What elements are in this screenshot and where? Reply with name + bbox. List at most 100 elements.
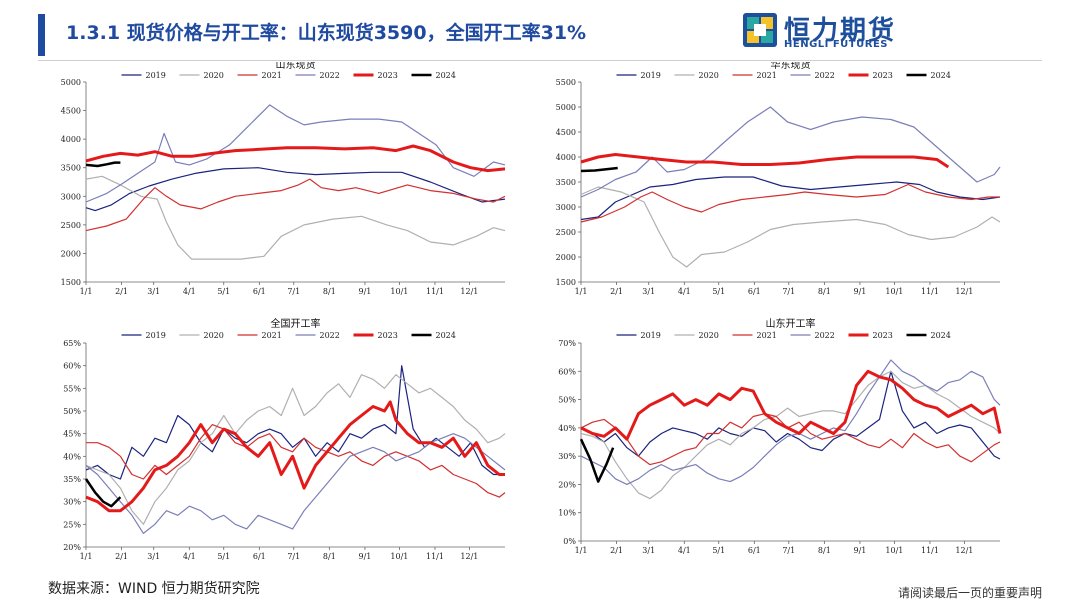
series-line-2019: [85, 167, 506, 212]
x-tick-label: 2/1: [610, 546, 623, 555]
x-tick-label: 3/1: [642, 287, 655, 296]
header-accent-bar: [38, 14, 45, 56]
x-tick-label: 11/1: [426, 552, 444, 561]
page-title: 1.3.1 现货价格与开工率：山东现货3590，全国开工率31%: [66, 22, 587, 44]
legend-label-2023: 2023: [873, 331, 893, 340]
series-line-2019: [580, 370, 1001, 460]
shandong-rate-chart-svg: 山东开工率 2019 2020 2021 2022 2023 2024 0% 10% 20% 30%…: [558, 317, 1002, 555]
legend-label-2024: 2024: [436, 331, 456, 340]
x-tick-label: 5/1: [217, 287, 230, 296]
legend-label-2023: 2023: [378, 331, 398, 340]
y-tick-label: 4500: [556, 128, 576, 137]
y-tick-label: 60%: [63, 362, 81, 371]
y-tick-label: 2000: [61, 249, 81, 258]
x-tick-label: 4/1: [183, 287, 196, 296]
x-tick-label: 10/1: [885, 287, 903, 296]
data-source-note: 数据来源：WIND 恒力期货研究院: [48, 581, 260, 597]
series-line-2020: [85, 374, 506, 525]
legend-label-2022: 2022: [320, 71, 340, 80]
x-tick-label: 10/1: [885, 546, 903, 555]
x-tick-label: 3/1: [642, 546, 655, 555]
y-tick-label: 10%: [558, 509, 576, 518]
x-tick-label: 11/1: [921, 546, 939, 555]
series-line-2024: [579, 438, 615, 483]
legend-label-2021: 2021: [757, 71, 777, 80]
y-tick-label: 40%: [63, 452, 81, 461]
x-tick-label: 10/1: [390, 552, 408, 561]
y-tick-label: 5500: [556, 78, 576, 87]
legend-label-2020: 2020: [699, 331, 719, 340]
y-tick-label: 35%: [63, 475, 81, 484]
legend-label-2019: 2019: [641, 331, 661, 340]
legend-label-2024: 2024: [931, 71, 951, 80]
legend-label-2023: 2023: [378, 71, 398, 80]
y-tick-label: 1500: [61, 278, 81, 287]
x-tick-label: 8/1: [323, 552, 336, 561]
legend-label-2020: 2020: [699, 71, 719, 80]
x-tick-label: 4/1: [678, 287, 691, 296]
series-line-2020: [580, 370, 1001, 500]
series-line-2023: [580, 153, 950, 169]
logo-chinese-name: 恒力期货: [784, 16, 897, 46]
legend-label-2021: 2021: [262, 71, 282, 80]
series-line-2021: [580, 183, 1000, 223]
shandong-spot-chart-svg: 山东现货 2019 2020 2021 2022 2023 2024 1500 2000 2500…: [61, 62, 506, 296]
x-tick-label: 5/1: [712, 287, 725, 296]
chart-shandong-rate: 山东开工率 2019 2020 2021 2022 2023 2024 0% 10% 20% 30%…: [545, 315, 1015, 555]
legend-label-2022: 2022: [320, 331, 340, 340]
series-line-2024: [84, 478, 122, 508]
huadong-spot-chart-svg: 华东现货 2019 2020 2021 2022 2023 2024 1500 2000 2500…: [556, 62, 1001, 296]
chart-title: 山东现货: [276, 62, 316, 71]
y-tick-label: 4000: [61, 135, 81, 144]
x-tick-label: 1/1: [575, 287, 588, 296]
series-line-2019: [580, 176, 1001, 221]
legend-label-2019: 2019: [146, 71, 166, 80]
y-tick-label: 2000: [556, 253, 576, 262]
series-line-2020: [580, 186, 1001, 268]
legend-label-2021: 2021: [262, 331, 282, 340]
hengli-logo-icon: [743, 13, 777, 47]
series-line-2022: [85, 104, 506, 203]
y-tick-label: 1500: [556, 278, 576, 287]
x-tick-label: 6/1: [748, 546, 761, 555]
y-tick-label: 5000: [61, 78, 81, 87]
y-tick-label: 60%: [558, 367, 576, 376]
chart-national-rate: 全国开工率 2019 2020 2021 2022 2023 2024 20% 25% 30% 35…: [50, 315, 520, 565]
national-rate-chart-svg: 全国开工率 2019 2020 2021 2022 2023 2024 20% 25% 30% 35…: [63, 317, 506, 561]
x-tick-label: 5/1: [712, 546, 725, 555]
x-tick-label: 9/1: [359, 287, 372, 296]
series-line-2022: [580, 359, 1001, 485]
y-tick-label: 3500: [61, 164, 81, 173]
legend-label-2019: 2019: [641, 71, 661, 80]
chart-huadong-spot: 华东现货 2019 2020 2021 2022 2023 2024 1500 2000 2500…: [545, 62, 1015, 302]
series-line-2022: [85, 433, 506, 534]
y-tick-label: 4000: [556, 153, 576, 162]
x-tick-label: 1/1: [80, 552, 93, 561]
chart-title: 华东现货: [771, 62, 811, 71]
series-line-2023: [580, 369, 1002, 441]
x-tick-label: 1/1: [80, 287, 93, 296]
series-line-2023: [85, 400, 505, 513]
x-tick-label: 10/1: [390, 287, 408, 296]
y-tick-label: 3000: [556, 203, 576, 212]
series-line-2023: [85, 144, 506, 173]
legend-label-2022: 2022: [815, 71, 835, 80]
x-tick-label: 6/1: [253, 287, 266, 296]
y-tick-label: 70%: [558, 339, 576, 348]
y-tick-label: 5000: [556, 103, 576, 112]
series-line-2022: [580, 106, 1001, 198]
x-tick-label: 7/1: [782, 287, 795, 296]
y-tick-label: 65%: [63, 339, 81, 348]
x-tick-label: 1/1: [575, 546, 588, 555]
series-line-2024: [580, 166, 618, 173]
legend-label-2024: 2024: [931, 331, 951, 340]
x-tick-label: 9/1: [854, 546, 867, 555]
y-tick-label: 3000: [61, 192, 81, 201]
y-tick-label: 45%: [63, 430, 81, 439]
legend-label-2021: 2021: [757, 331, 777, 340]
series-line-2021: [85, 178, 506, 232]
y-tick-label: 25%: [63, 520, 81, 529]
series-line-2021: [580, 413, 1001, 466]
x-tick-label: 7/1: [782, 546, 795, 555]
x-tick-label: 4/1: [678, 546, 691, 555]
